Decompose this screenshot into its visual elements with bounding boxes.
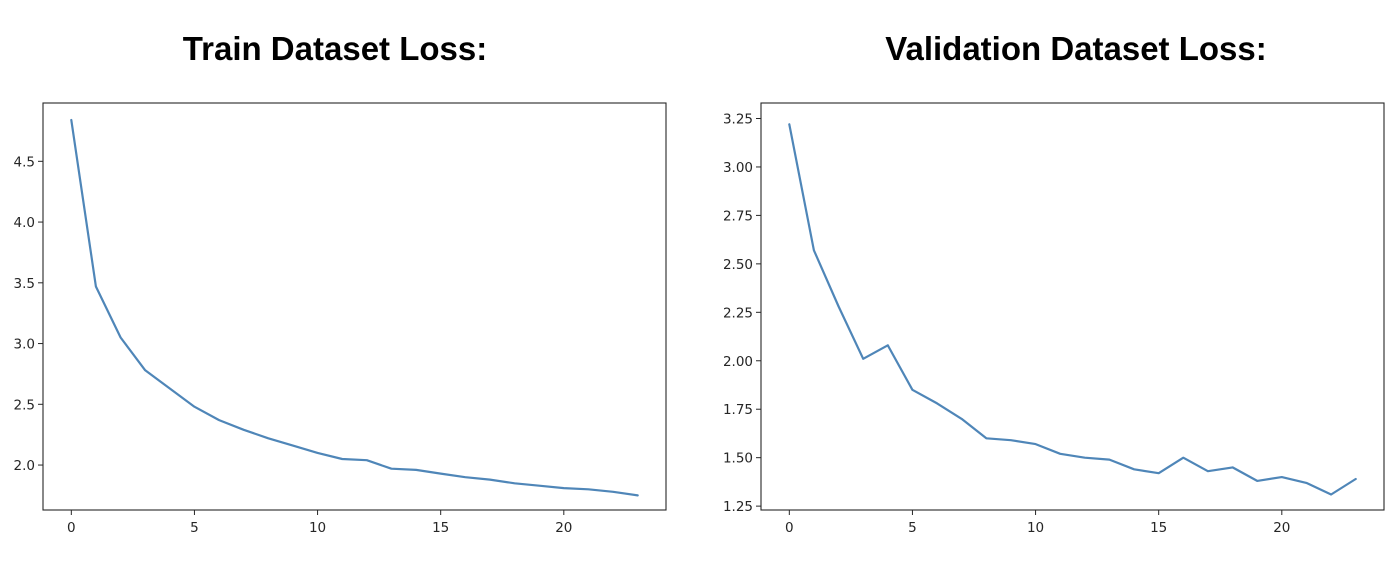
validation-loss-line [788,123,1357,496]
train-chart-title: Train Dataset Loss: [182,30,488,67]
validation-y-tick-label: 3.25 [723,112,753,128]
validation-axes-frame [760,102,1385,511]
validation-chart-title: Validation Dataset Loss: [885,30,1267,67]
train-y-tick-label: 3.5 [14,276,35,292]
train-x-tick-label: 10 [309,520,326,536]
validation-y-tick-label: 3.00 [723,160,753,176]
validation-y-tick-label: 2.75 [723,208,753,224]
train-loss-chart: 0 5 10 15 20 2.0 2.5 3.0 3.5 4.0 4.5 [14,102,667,536]
train-x-tick-label: 0 [67,520,76,536]
train-y-tick-label: 2.5 [14,397,35,413]
validation-y-tick-label: 1.75 [723,402,753,418]
validation-x-tick-label: 15 [1150,520,1167,536]
train-y-tick-label: 3.0 [14,337,35,353]
validation-y-tick-label: 2.00 [723,354,753,370]
train-y-tick-label: 4.5 [14,154,35,170]
validation-x-tick-label: 10 [1027,520,1044,536]
validation-y-tick-label: 1.25 [723,499,753,515]
train-y-tick-label: 2.0 [14,458,35,474]
validation-y-tick-label: 2.50 [723,257,753,273]
validation-x-tick-label: 5 [908,520,917,536]
validation-x-tick-label: 20 [1273,520,1290,536]
train-x-tick-label: 15 [432,520,449,536]
train-loss-line [70,118,639,497]
train-x-tick-label: 5 [190,520,199,536]
train-x-tick-label: 20 [555,520,572,536]
validation-x-tick-label: 0 [785,520,794,536]
train-y-tick-label: 4.0 [14,215,35,231]
validation-loss-chart: 0 5 10 15 20 1.25 1.50 1.75 2.00 2.25 2.50 2.75 3.00… [723,102,1385,536]
validation-y-tick-label: 2.25 [723,305,753,321]
validation-y-tick-label: 1.50 [723,451,753,467]
train-axes-frame [42,102,667,511]
